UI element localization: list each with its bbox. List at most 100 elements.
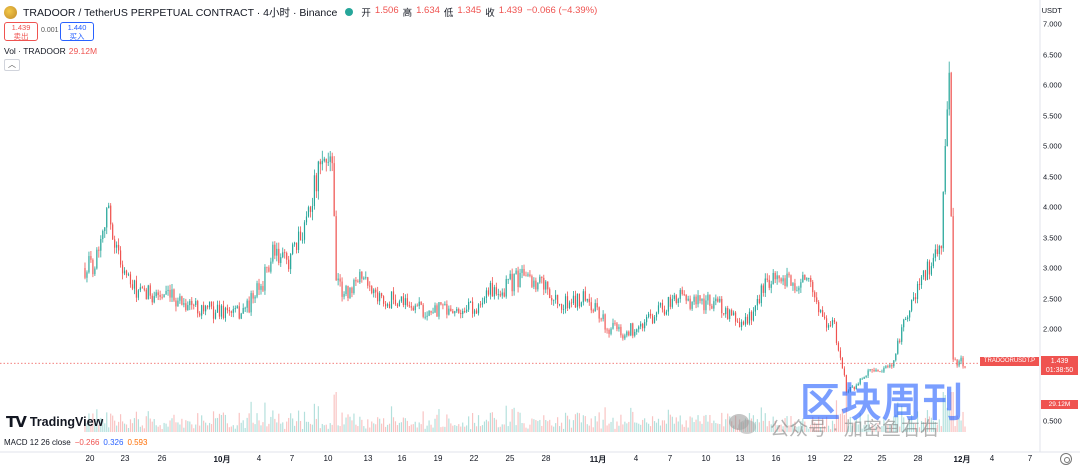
volume-bar: [464, 426, 466, 432]
price-axis-currency[interactable]: USDT: [1041, 6, 1062, 15]
time-tick: 13: [735, 454, 745, 463]
candle-body: [477, 304, 480, 314]
candle-body: [450, 308, 452, 312]
volume-bar: [863, 425, 865, 432]
volume-bar: [916, 411, 919, 432]
candle-body: [839, 350, 842, 358]
candle-body: [628, 331, 630, 336]
volume-bar: [659, 425, 662, 432]
candle-body: [778, 275, 780, 279]
price-tick: 3.000: [1043, 263, 1062, 273]
volume-bar: [151, 421, 153, 432]
volume-bar: [845, 392, 847, 432]
candle-body: [895, 353, 897, 361]
volume-bar: [851, 425, 853, 432]
volume-bar: [551, 425, 553, 432]
volume-bar: [392, 417, 395, 432]
volume-bar: [655, 422, 658, 432]
volume-bar: [98, 425, 100, 432]
volume-bar: [535, 420, 537, 432]
volume-legend[interactable]: Vol · TRADOOR 29.12M: [4, 46, 97, 56]
volume-bar: [784, 418, 786, 432]
volume-bar: [390, 406, 393, 432]
volume-bar: [155, 425, 157, 432]
candle-body: [669, 297, 671, 307]
volume-bar: [351, 420, 353, 432]
volume-bar: [788, 425, 790, 432]
candle-body: [671, 298, 673, 307]
volume-bar: [537, 421, 539, 432]
candle-body: [638, 326, 640, 330]
candle-body: [195, 301, 197, 305]
candle-body: [189, 300, 191, 306]
candle-body: [735, 312, 737, 322]
time-tick: 12月: [953, 455, 971, 464]
open-value: 1.506: [374, 5, 399, 16]
volume-bar: [94, 423, 96, 432]
candle-body: [871, 369, 873, 371]
candle-body: [212, 306, 215, 319]
volume-bar: [493, 417, 495, 432]
candle-body: [250, 293, 252, 313]
candle-body: [242, 307, 244, 314]
sell-button[interactable]: 1.439 卖出: [4, 22, 38, 41]
volume-bar: [515, 425, 517, 432]
volume-bar: [913, 423, 915, 432]
candle-body: [383, 296, 385, 304]
volume-bar: [519, 412, 521, 432]
volume-bar: [165, 423, 167, 432]
volume-bar: [315, 418, 317, 432]
candle-body: [351, 287, 353, 294]
macd-label: MACD 12 26 close: [4, 438, 71, 447]
candle-body: [349, 287, 351, 299]
candle-body: [703, 298, 705, 311]
macd-legend[interactable]: MACD 12 26 close −0.266 0.326 0.593: [4, 438, 147, 447]
tradingview-logo[interactable]: TV TradingView: [6, 413, 103, 431]
candle-body: [102, 230, 104, 239]
volume-bar: [505, 405, 507, 432]
candle-body: [286, 252, 288, 260]
volume-bar: [363, 426, 365, 432]
collapse-legend-button[interactable]: ︿: [4, 59, 20, 71]
candle-body: [507, 279, 509, 280]
volume-bar: [837, 416, 840, 432]
volume-bar: [841, 408, 843, 432]
volume-bar: [131, 423, 134, 432]
candle-body: [131, 284, 134, 289]
volume-bar: [205, 422, 207, 432]
candle-body: [608, 329, 610, 334]
volume-bar: [683, 426, 685, 432]
volume-bar: [663, 420, 666, 432]
candle-body: [903, 319, 905, 328]
volume-bar: [108, 427, 110, 432]
candle-body: [165, 290, 167, 295]
volume-bar: [865, 424, 867, 432]
candle-body: [414, 305, 416, 311]
candle-body: [418, 301, 420, 307]
volume-bar: [353, 413, 355, 432]
candle-body: [155, 292, 157, 297]
candle-body: [780, 278, 782, 282]
candle-body: [454, 311, 456, 314]
candle-body: [742, 321, 745, 325]
candle-body: [841, 357, 843, 369]
symbol-title[interactable]: TRADOOR / TetherUS PERPETUAL CONTRACT · …: [23, 6, 338, 19]
volume-bar: [499, 426, 501, 432]
settings-gear-icon[interactable]: [1060, 453, 1072, 465]
candle-body: [398, 301, 401, 307]
volume-bar: [238, 412, 240, 432]
volume-bar: [404, 418, 406, 432]
candle-body: [818, 301, 820, 313]
time-axis[interactable]: 20 23 26 10月 4 7 10 13 16 19 22 25 28 11月 4 7 10 13 16 19 22…: [0, 452, 1040, 467]
candle-body: [448, 308, 450, 315]
candle-body: [264, 266, 266, 291]
volume-bar: [305, 421, 308, 432]
volume-bar: [824, 426, 826, 432]
buy-button[interactable]: 1.440 买入: [60, 22, 94, 41]
volume-bar: [628, 421, 630, 432]
candle-body: [402, 296, 404, 305]
buy-price: 1.440: [67, 23, 87, 32]
candle-body: [110, 205, 112, 225]
price-tick: 2.000: [1043, 324, 1062, 334]
